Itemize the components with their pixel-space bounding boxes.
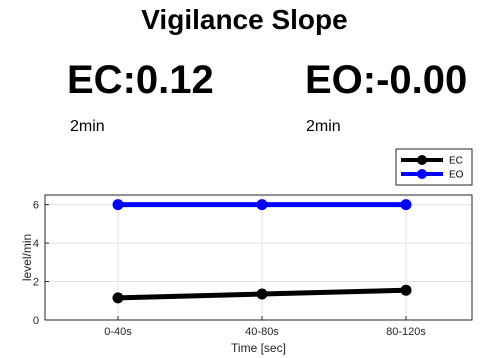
data-point-eo xyxy=(112,199,124,211)
legend-label-ec: EC xyxy=(449,156,463,167)
eo-duration: 2min xyxy=(306,118,341,135)
ec-slope-value: EC:0.12 xyxy=(67,58,214,102)
legend-box xyxy=(395,148,473,186)
data-point-eo xyxy=(400,199,412,211)
x-axis-label: Time [sec] xyxy=(231,341,286,355)
x-tick-label: 80-120s xyxy=(386,326,426,338)
page-title: Vigilance Slope xyxy=(141,4,348,35)
legend-marker-eo xyxy=(417,169,427,179)
data-point-ec xyxy=(256,288,268,300)
y-tick-label: 6 xyxy=(33,200,39,212)
ec-duration: 2min xyxy=(70,118,105,135)
x-tick-label: 0-40s xyxy=(104,326,132,338)
legend-marker-ec xyxy=(417,155,427,165)
y-axis-label: level/min xyxy=(20,234,34,281)
y-tick-label: 0 xyxy=(33,315,39,327)
plot-frame xyxy=(44,194,473,321)
x-tick-label: 40-80s xyxy=(245,326,279,338)
plot-area xyxy=(44,194,473,321)
data-point-ec xyxy=(400,284,412,296)
y-tick-label: 4 xyxy=(33,238,39,250)
data-point-eo xyxy=(256,199,268,211)
y-tick-label: 2 xyxy=(33,277,39,289)
legend-label-eo: EO xyxy=(449,170,464,181)
eo-slope-value: EO:-0.00 xyxy=(305,58,468,102)
data-point-ec xyxy=(112,292,124,304)
